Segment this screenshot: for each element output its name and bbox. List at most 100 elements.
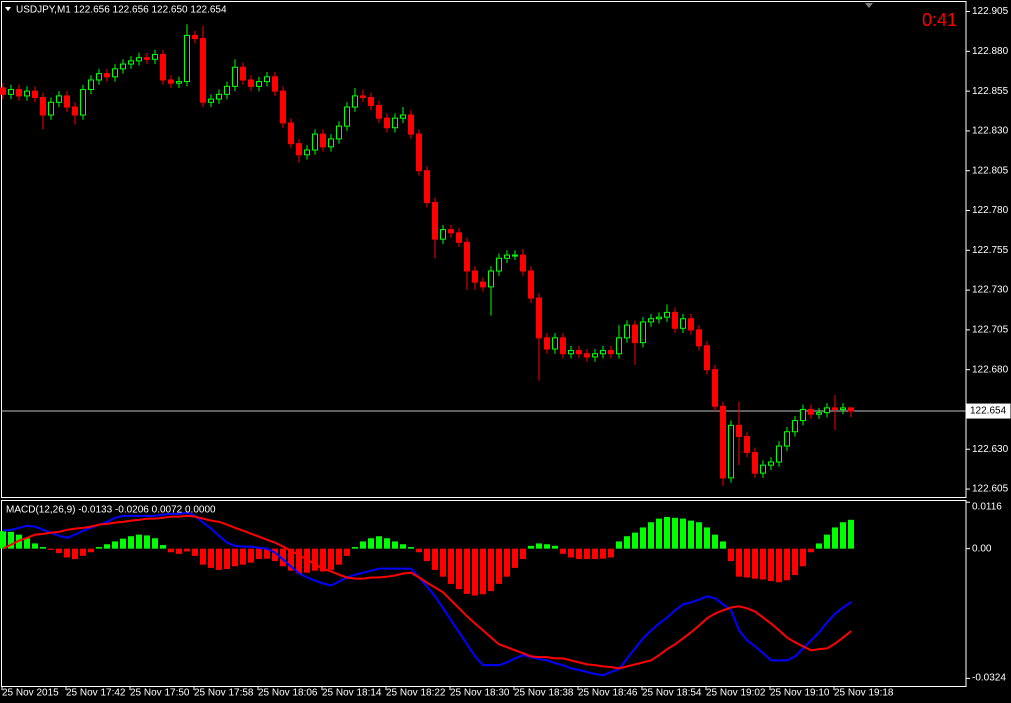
candle-body — [480, 281, 486, 288]
histogram-bar — [120, 538, 126, 549]
x-tick-label: 25 Nov 2015 — [2, 688, 59, 699]
histogram-bar — [648, 522, 654, 549]
x-tick-label: 25 Nov 18:46 — [578, 688, 638, 699]
histogram-bar — [640, 527, 646, 549]
histogram-bar — [24, 538, 30, 549]
histogram-bar — [472, 548, 478, 596]
histogram-bar — [256, 548, 262, 560]
histogram-bar — [416, 548, 422, 553]
candle-body — [568, 350, 574, 355]
y-tick-label: 122.730 — [972, 285, 1009, 296]
candle-body — [512, 254, 518, 257]
histogram-bar — [288, 548, 294, 571]
candle-body — [432, 202, 438, 240]
x-tick-label: 25 Nov 19:02 — [706, 688, 766, 699]
histogram-bar — [360, 541, 366, 549]
candle-body — [448, 229, 454, 234]
candle-body — [368, 96, 374, 106]
y-tick-label: 122.830 — [972, 126, 1009, 137]
histogram-bar — [184, 548, 190, 552]
y-tick-label: 122.705 — [972, 325, 1009, 336]
shift-marker — [865, 3, 873, 8]
candle-body — [560, 337, 566, 355]
x-tick-label: 25 Nov 18:54 — [642, 688, 702, 699]
histogram-bar — [712, 534, 718, 549]
candle-body — [664, 311, 670, 318]
bar-timer: 0:41 — [922, 10, 957, 30]
candle-body — [760, 464, 766, 474]
histogram-bar — [0, 531, 6, 549]
histogram-bar — [808, 548, 814, 553]
histogram-bar — [672, 517, 678, 549]
histogram-bar — [488, 548, 494, 592]
x-tick-label: 25 Nov 18:30 — [450, 688, 510, 699]
candle-body — [520, 254, 526, 272]
histogram-bar — [376, 536, 382, 549]
candle-body — [160, 54, 166, 81]
histogram-bar — [824, 534, 830, 549]
y-tick-label: 122.680 — [972, 364, 1009, 375]
candle-body — [64, 95, 70, 108]
x-tick-label: 25 Nov 18:14 — [322, 688, 382, 699]
candle-body — [360, 95, 366, 98]
histogram-bar — [208, 548, 214, 568]
y-tick-label: -0.0324 — [972, 673, 1006, 684]
histogram-bar — [496, 548, 502, 584]
histogram-bar — [8, 531, 14, 549]
histogram-bar — [840, 522, 846, 549]
histogram-bar — [704, 527, 710, 549]
histogram-bar — [432, 548, 438, 570]
histogram-bar — [584, 548, 590, 560]
histogram-bar — [392, 541, 398, 549]
candle-body — [440, 229, 446, 240]
y-tick-label: 0.00 — [972, 543, 992, 554]
candle-body — [328, 138, 334, 148]
candle-body — [496, 257, 502, 272]
candle-body — [488, 270, 494, 288]
candle-body — [24, 90, 30, 97]
histogram-bar — [296, 548, 302, 574]
candle-body — [40, 96, 46, 116]
histogram-bar — [560, 548, 566, 554]
candle-body — [672, 311, 678, 329]
histogram-bar — [504, 548, 510, 577]
histogram-bar — [440, 548, 446, 577]
histogram-bar — [352, 547, 358, 549]
candle-body — [392, 117, 398, 129]
histogram-bar — [552, 545, 558, 549]
histogram-bar — [776, 548, 782, 583]
indicator-title: MACD(12,26,9) -0.0133 -0.0206 0.0072 0.0… — [6, 505, 216, 516]
candle-body — [736, 424, 742, 438]
candle-body — [304, 149, 310, 156]
chart-title: USDJPY,M1 122.656 122.656 122.650 122.65… — [16, 5, 227, 16]
candle-body — [248, 79, 254, 87]
y-tick-label: 122.630 — [972, 444, 1009, 455]
histogram-bar — [760, 548, 766, 580]
candle-body — [192, 34, 198, 40]
candle-body — [352, 95, 358, 108]
candle-body — [176, 81, 182, 84]
candle-body — [232, 66, 238, 87]
histogram-bar — [272, 548, 278, 562]
symbol-menu-arrow[interactable] — [5, 7, 11, 11]
histogram-bar — [280, 548, 286, 567]
candle-body — [552, 337, 558, 350]
histogram-bar — [784, 548, 790, 581]
histogram-bar — [792, 548, 798, 576]
candle-body — [80, 89, 86, 116]
candle-body — [8, 89, 14, 95]
candle-body — [288, 122, 294, 145]
candle-body — [720, 405, 726, 479]
y-tick-label: 122.755 — [972, 245, 1009, 256]
candle-body — [704, 345, 710, 371]
histogram-bar — [744, 548, 750, 578]
histogram-bar — [176, 548, 182, 554]
candle-body — [112, 68, 118, 78]
candle-body — [680, 318, 686, 329]
histogram-bar — [624, 536, 630, 549]
candle-body — [576, 350, 582, 355]
candle-body — [640, 321, 646, 344]
macd-panel-frame — [1, 500, 967, 687]
candle-body — [600, 350, 606, 355]
histogram-bar — [192, 548, 198, 556]
